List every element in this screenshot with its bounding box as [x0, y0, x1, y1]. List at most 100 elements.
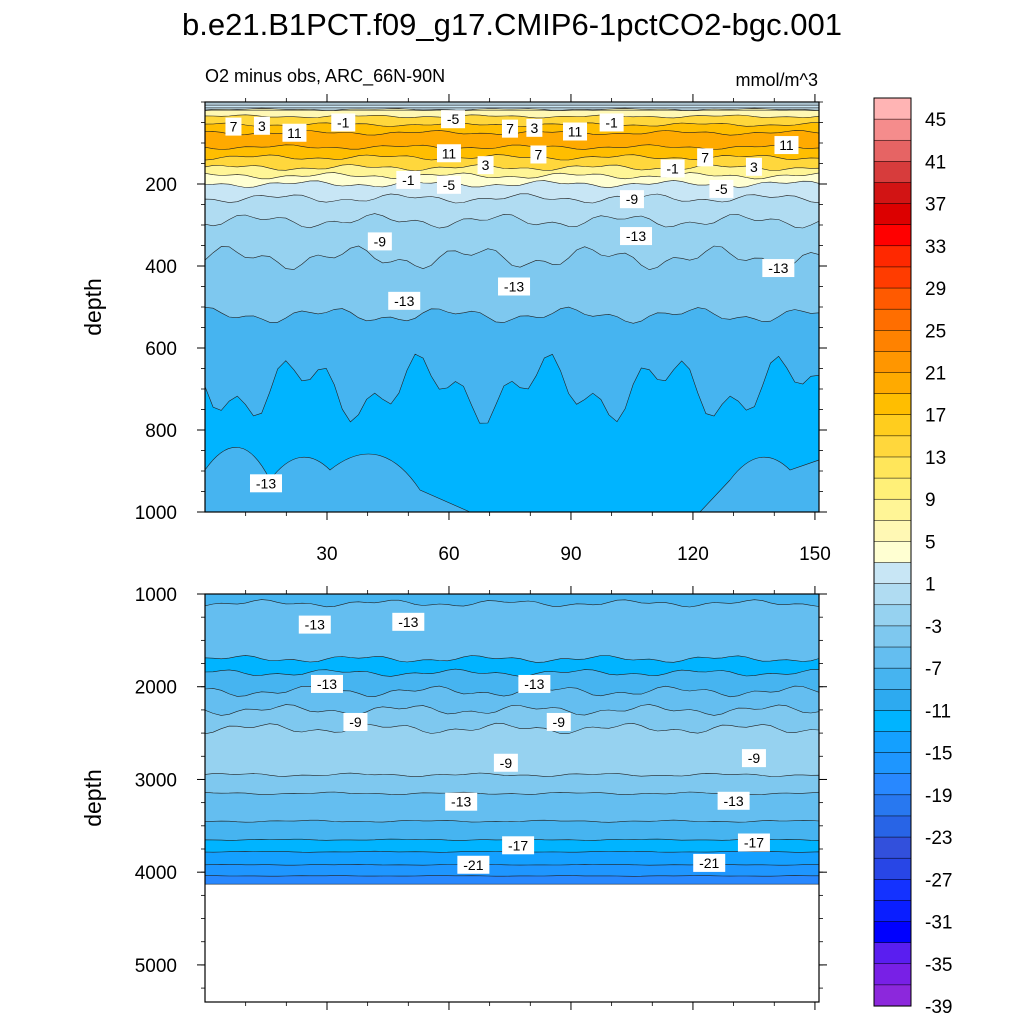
bottom-contour-label-box — [737, 833, 770, 852]
top-contour-label-text: 11 — [779, 137, 794, 153]
top-lobe-left — [205, 446, 471, 512]
top-contour-label-box — [441, 110, 466, 129]
colorbar-label: 41 — [925, 152, 946, 173]
colorbar-swatch — [873, 857, 912, 880]
colorbar-label: -31 — [925, 913, 952, 934]
colorbar-swatch — [873, 752, 912, 775]
figure-title: b.e21.B1PCT.f09_g17.CMIP6-1pctCO2-bgc.00… — [182, 7, 842, 42]
colorbar-swatch — [873, 224, 912, 247]
top-contour-label-text: -13 — [626, 228, 646, 244]
top-contour-label-box — [620, 227, 653, 246]
colorbar-swatch — [873, 710, 912, 733]
top-panel: O2 minus obs, ARC_66N-90N mmol/m^3 7 3 11-… — [80, 66, 831, 565]
colorbar-swatch — [873, 330, 912, 352]
bottom-contour-label-text: -21 — [699, 855, 719, 871]
top-contour-label: 7 — [697, 148, 714, 167]
top-contour-label-text: 7 — [701, 149, 709, 165]
top-contour-label: 3 — [253, 116, 270, 135]
bottom-contour-label: -13 — [518, 674, 551, 693]
bottom-contour-label: -9 — [493, 753, 518, 772]
bottom-contour-label-text: -13 — [398, 614, 418, 630]
top-ytick-label: 400 — [145, 257, 177, 278]
top-ytick-label: 800 — [145, 421, 177, 442]
top-contour-label-box — [762, 259, 795, 278]
bottom-panel: -13 -13 -13 -13 -9 -9 -9 -9 -13 -13 -17 -17 -21 -21 1… — [80, 585, 827, 1010]
top-contour-label: 11 — [563, 122, 588, 141]
top-contour-label-box — [563, 122, 588, 141]
bottom-contour-label: -9 — [546, 712, 571, 731]
colorbar-swatch — [873, 456, 912, 479]
top-contour-label-box — [282, 123, 307, 142]
bottom-ytick-label: 2000 — [135, 678, 177, 699]
bottom-contour-label-box — [741, 749, 766, 768]
top-contour-label-text: -9 — [374, 233, 387, 249]
top-contour-label-text: 7 — [535, 146, 543, 162]
bottom-plot-frame — [204, 593, 820, 1003]
top-contour-label-text: -5 — [715, 181, 728, 197]
colorbar-swatch — [873, 541, 912, 564]
top-contour-label-text: 3 — [530, 120, 538, 136]
colorbar-swatch — [873, 308, 912, 331]
colorbar-swatch — [873, 118, 912, 141]
colorbar-label: -39 — [925, 997, 952, 1018]
top-contour-label: -5 — [436, 175, 461, 194]
top-contour-label-box — [660, 159, 685, 178]
top-contour-label-box — [530, 145, 547, 164]
bottom-contour-label-text: -17 — [508, 837, 528, 853]
top-contour-label-text: -13 — [768, 260, 788, 276]
bottom-contour-label-text: -9 — [349, 714, 362, 730]
top-contour-label-text: 11 — [442, 145, 457, 161]
top-contour-label-box — [498, 277, 531, 296]
colorbar-swatch — [873, 393, 912, 416]
top-ytick-label: 600 — [145, 339, 177, 360]
top-contour-label: 11 — [436, 144, 461, 163]
top-axes: 200 400 600 800 1000 30 60 90 120 150 — [135, 94, 831, 565]
bottom-plot-area — [205, 594, 819, 885]
top-contour-label-text: 11 — [568, 124, 583, 140]
top-contour-label-text: -5 — [443, 177, 456, 193]
bottom-contour-label-text: -17 — [744, 835, 764, 851]
bottom-contour-label: -9 — [741, 749, 766, 768]
top-ylabel: depth — [80, 278, 106, 336]
bottom-contour-label-box — [343, 712, 368, 731]
bottom-contour-label-text: -9 — [500, 755, 513, 771]
top-ytick-label: 200 — [145, 175, 177, 196]
top-contour-label: 7 — [225, 117, 242, 136]
top-contour-label: -13 — [620, 227, 653, 246]
colorbar-swatch — [873, 351, 912, 374]
colorbar-swatch — [873, 646, 912, 669]
colorbar-label: 29 — [925, 279, 946, 300]
bottom-contour-label-box — [717, 791, 750, 810]
bottom-contour-label: -13 — [445, 792, 478, 811]
bottom-axes: 1000 2000 3000 4000 5000 — [135, 585, 827, 1010]
colorbar-label: -7 — [925, 659, 942, 680]
bottom-contour-label-text: -13 — [305, 617, 325, 633]
colorbar-swatch — [873, 245, 912, 268]
colorbar-swatch — [873, 836, 912, 859]
top-contour-label: 11 — [774, 136, 799, 155]
top-xtick-label: 120 — [677, 544, 709, 565]
colorbar-swatch — [873, 773, 912, 796]
colorbar-label: 17 — [925, 406, 946, 427]
top-contour-label: -13 — [249, 474, 282, 493]
bottom-contour-label: -21 — [457, 855, 490, 874]
bottom-contour-label: -9 — [343, 712, 368, 731]
bottom-contour-labels: -13 -13 -13 -13 -9 -9 -9 -9 -13 -13 -17 -17 -21 -21 — [298, 612, 770, 874]
colorbar-swatch — [873, 583, 912, 606]
top-contour-label-text: 7 — [506, 121, 514, 137]
colorbar-label: 1 — [925, 575, 936, 596]
bottom-contour-label-box — [392, 612, 425, 631]
bottom-contour-label: -13 — [310, 674, 343, 693]
top-contour-label: 7 — [530, 145, 547, 164]
bottom-contour-label-text: -9 — [748, 750, 761, 766]
top-contour-label: -13 — [762, 259, 795, 278]
bottom-contour-label: -17 — [737, 833, 770, 852]
top-contour-label-text: 3 — [482, 157, 490, 173]
bottom-contour-label-box — [546, 712, 571, 731]
top-contour-label-box — [249, 474, 282, 493]
colorbar-swatch — [873, 287, 912, 310]
top-xtick-label: 150 — [799, 544, 831, 565]
top-contour-label-box — [331, 113, 356, 132]
